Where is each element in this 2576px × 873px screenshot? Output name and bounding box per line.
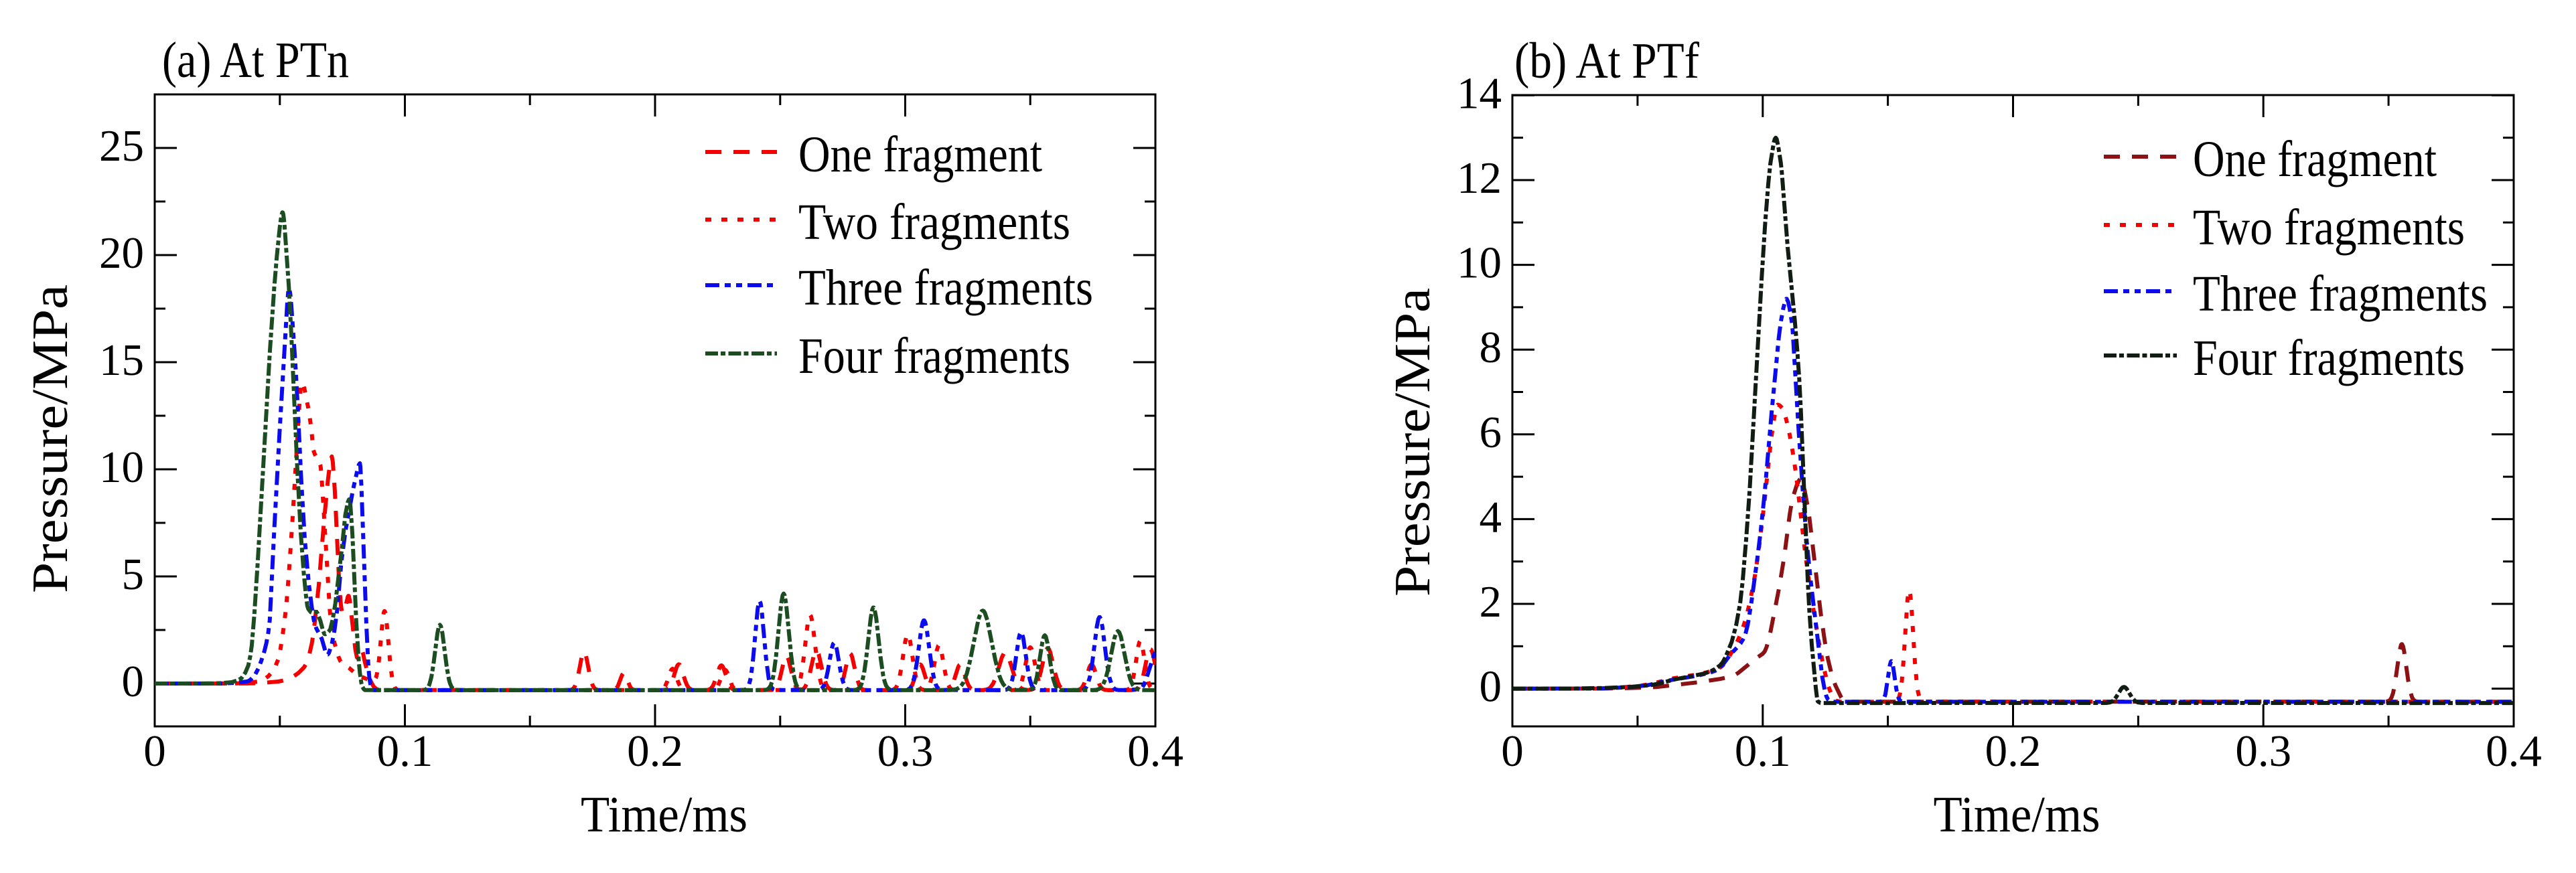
svg-text:Time/ms: Time/ms <box>1934 787 2100 843</box>
svg-text:6: 6 <box>1480 408 1502 457</box>
svg-text:15: 15 <box>99 335 144 385</box>
svg-text:0: 0 <box>143 726 166 776</box>
svg-text:Pressure/MPa: Pressure/MPa <box>22 285 78 593</box>
svg-text:0.1: 0.1 <box>377 726 433 776</box>
svg-text:Two fragments: Two fragments <box>2193 200 2465 256</box>
svg-text:0.2: 0.2 <box>1985 726 2042 776</box>
svg-text:(a) At PTn: (a) At PTn <box>162 32 349 88</box>
svg-text:Four fragments: Four fragments <box>2193 330 2465 386</box>
svg-text:One fragment: One fragment <box>798 127 1042 183</box>
svg-text:(b) At PTf: (b) At PTf <box>1514 33 1700 89</box>
svg-text:5: 5 <box>122 550 145 599</box>
svg-text:One fragment: One fragment <box>2193 131 2437 187</box>
svg-text:0: 0 <box>122 657 145 706</box>
svg-text:0.1: 0.1 <box>1735 726 1791 776</box>
svg-text:0.3: 0.3 <box>2235 726 2291 776</box>
svg-text:Three fragments: Three fragments <box>2193 266 2488 322</box>
svg-text:2: 2 <box>1480 577 1502 627</box>
svg-text:10: 10 <box>99 443 144 492</box>
svg-text:Pressure/MPa: Pressure/MPa <box>1384 288 1441 597</box>
svg-text:12: 12 <box>1457 153 1502 203</box>
svg-text:Three fragments: Three fragments <box>798 260 1093 316</box>
svg-text:0.3: 0.3 <box>877 726 934 776</box>
svg-text:Four fragments: Four fragments <box>798 328 1070 384</box>
svg-text:8: 8 <box>1480 323 1502 372</box>
svg-text:0.4: 0.4 <box>2486 726 2542 776</box>
svg-text:14: 14 <box>1457 68 1502 118</box>
svg-text:0.2: 0.2 <box>627 726 683 776</box>
svg-text:Time/ms: Time/ms <box>581 787 747 843</box>
svg-text:Two fragments: Two fragments <box>798 194 1070 250</box>
svg-text:0: 0 <box>1480 662 1502 712</box>
svg-text:4: 4 <box>1480 492 1502 542</box>
svg-text:0.4: 0.4 <box>1127 726 1184 776</box>
svg-text:10: 10 <box>1457 238 1502 288</box>
svg-text:0: 0 <box>1501 726 1524 776</box>
svg-text:20: 20 <box>99 228 144 278</box>
svg-text:25: 25 <box>99 121 144 171</box>
